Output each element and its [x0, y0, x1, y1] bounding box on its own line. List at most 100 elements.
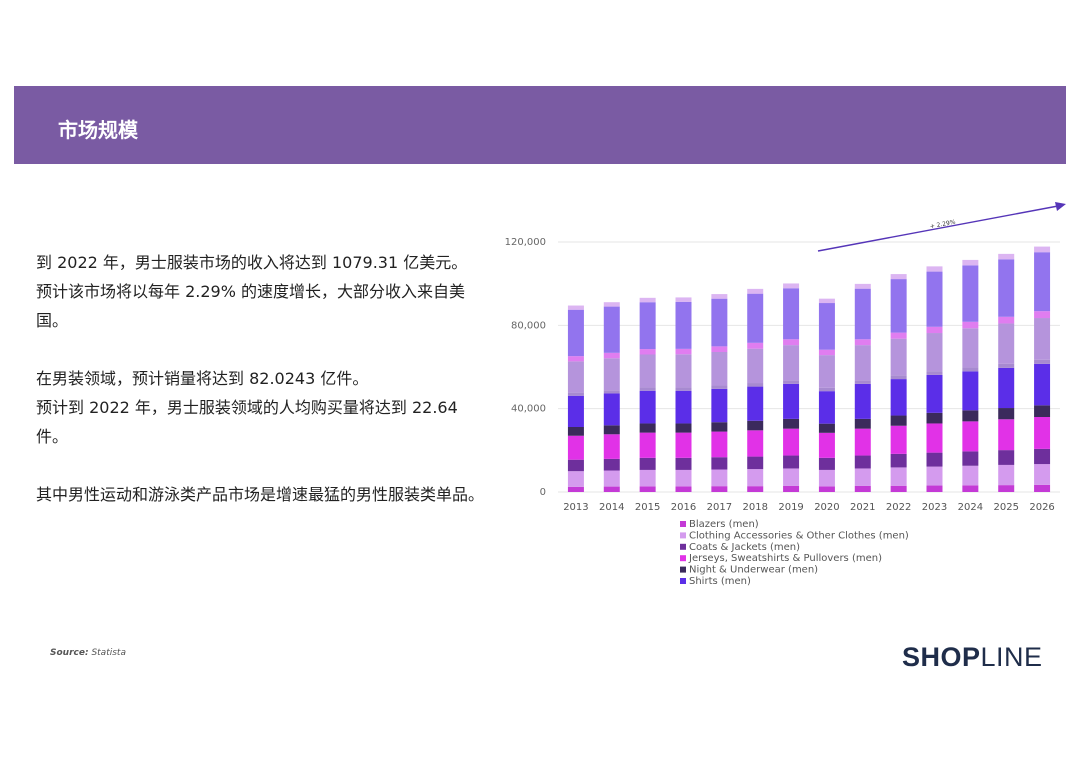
logo-part-line: LINE [980, 642, 1043, 672]
bar-segment [675, 423, 692, 433]
bar-segment [818, 298, 835, 304]
bar-segment [890, 338, 907, 376]
body-text: 到 2022 年，男士服装市场的收入将达到 1079.31 亿美元。 预计该市场… [36, 248, 516, 509]
bar-segment [783, 485, 800, 492]
bar-segment [567, 435, 584, 460]
legend-label: Shirts (men) [689, 576, 751, 587]
bar-segment [603, 358, 620, 391]
x-tick-label: 2016 [671, 502, 696, 513]
bar-segment [711, 431, 728, 458]
bar-segment [603, 393, 620, 426]
bar-segment [567, 427, 584, 436]
legend-swatch [680, 532, 686, 539]
bar-segment [998, 259, 1015, 317]
bar-segment [747, 342, 764, 349]
x-tick-label: 2017 [707, 502, 732, 513]
bar-segment [854, 288, 871, 340]
source-note: Source: Statista [50, 648, 126, 658]
bar-segment [998, 323, 1015, 364]
bar-segment [1034, 484, 1051, 492]
title-bar: 市场规模 [14, 86, 1066, 164]
bar-segment [890, 375, 907, 380]
y-tick-label: 120,000 [505, 237, 546, 248]
bar-segment [854, 380, 871, 384]
bar-segment [603, 352, 620, 359]
paragraph-sports: 其中男性运动和游泳类产品市场是增速最猛的男性服装类单品。 [36, 485, 485, 504]
bar-segment [962, 485, 979, 492]
bar-segment [818, 457, 835, 470]
page-title: 市场规模 [58, 118, 138, 142]
bar-segment [854, 283, 871, 289]
bar-segment [854, 339, 871, 346]
bar-segment [711, 486, 728, 492]
bar-segment [854, 455, 871, 469]
legend-swatch [680, 566, 686, 573]
bar-segment [567, 356, 584, 362]
bar-segment [818, 423, 835, 433]
bar-segment [675, 348, 692, 355]
bar-segment [962, 367, 979, 372]
bar-segment [567, 395, 584, 427]
paragraph-volume: 在男装领域，预计销量将达到 82.0243 亿件。 [36, 369, 369, 388]
x-tick-label: 2015 [635, 502, 660, 513]
legend-label: Blazers (men) [689, 519, 759, 530]
x-tick-label: 2013 [563, 502, 588, 513]
bar-segment [675, 457, 692, 470]
x-tick-label: 2021 [850, 502, 875, 513]
bar-segment [926, 466, 943, 486]
bar-segment [567, 471, 584, 487]
bar-segment [603, 306, 620, 353]
legend-label: Coats & Jackets (men) [689, 542, 800, 553]
bar-segment [639, 297, 656, 303]
bar-segment [926, 452, 943, 467]
bar-segment [639, 354, 656, 388]
bar-segment [890, 425, 907, 454]
bar-segment [639, 302, 656, 350]
bar-segment [603, 434, 620, 459]
y-tick-label: 0 [540, 487, 546, 498]
bar-segment [890, 467, 907, 486]
x-tick-label: 2025 [993, 502, 1018, 513]
bar-segment [783, 418, 800, 429]
bar-segment [747, 486, 764, 492]
x-tick-label: 2026 [1029, 502, 1054, 513]
bar-segment [998, 485, 1015, 492]
paragraph-growth: 预计该市场将以每年 2.29% 的速度增长，大部分收入来自美 [36, 282, 466, 301]
bar-segment [639, 486, 656, 492]
stacked-bar-chart: 0 40,000 80,000 120,000 2013 2014 2015 2016 2017… [505, 202, 1066, 587]
legend-swatch [680, 555, 686, 562]
bar-segment [567, 309, 584, 357]
source-value: Statista [91, 648, 126, 658]
bar-segment [962, 421, 979, 452]
bar-segment [783, 383, 800, 419]
bar-segment [1034, 405, 1051, 417]
bar-segment [926, 371, 943, 375]
bar-segment [639, 349, 656, 355]
x-tick-label: 2020 [814, 502, 839, 513]
bar-segment [818, 355, 835, 388]
bar-segment [962, 451, 979, 466]
bar-segment [818, 486, 835, 492]
bar-segment [747, 386, 764, 421]
bar-segment [998, 464, 1015, 486]
bar-segment [998, 363, 1015, 368]
bar-segment [783, 455, 800, 469]
legend-label: Clothing Accessories & Other Clothes (me… [689, 530, 909, 541]
bar-segment [567, 459, 584, 472]
bar-segment [998, 367, 1015, 409]
paragraph-revenue: 到 2022 年，男士服装市场的收入将达到 1079.31 亿美元。 [36, 253, 468, 272]
bar-segment [711, 346, 728, 352]
bar-segment [603, 458, 620, 471]
bar-segment [603, 302, 620, 307]
bar-segment [854, 485, 871, 492]
x-tick-label: 2022 [886, 502, 911, 513]
bar-segment [747, 430, 764, 457]
bar-segment [1034, 363, 1051, 406]
bar-segment [962, 328, 979, 368]
bar-segment [603, 470, 620, 487]
paragraph-per-capita: 预计到 2022 年，男士服装领域的人均购买量将达到 22.64 [36, 398, 458, 417]
bar-segment [890, 415, 907, 426]
bar-segment [1034, 417, 1051, 449]
bar-segment [747, 293, 764, 343]
bar-segment [1034, 448, 1051, 465]
